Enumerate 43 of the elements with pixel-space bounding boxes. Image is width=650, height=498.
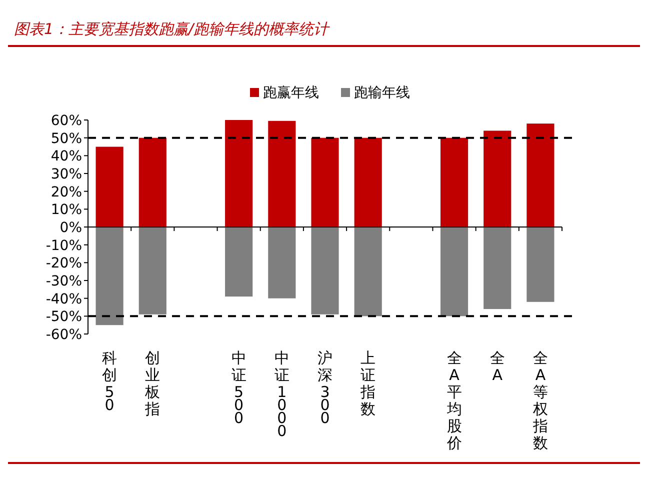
bar bbox=[484, 130, 512, 227]
y-tick-label: 10% bbox=[50, 202, 82, 218]
bar bbox=[526, 124, 554, 227]
x-tick-label: 科创50 bbox=[102, 349, 118, 414]
y-tick-label: -40% bbox=[46, 291, 82, 308]
x-tick-label: 上证指数 bbox=[360, 349, 376, 418]
x-tick-label: 创业板指 bbox=[144, 349, 160, 418]
y-tick-label: -20% bbox=[46, 256, 82, 272]
y-tick-label: 20% bbox=[50, 184, 82, 200]
bar bbox=[311, 227, 339, 314]
bar bbox=[354, 138, 382, 227]
x-tick-label: 全A平均股价 bbox=[446, 349, 462, 452]
bar bbox=[96, 146, 124, 227]
y-tick-label: 50% bbox=[50, 130, 82, 147]
bar bbox=[526, 227, 554, 302]
bar bbox=[440, 227, 468, 316]
y-tick-label: -30% bbox=[46, 274, 82, 290]
y-tick-label: -50% bbox=[46, 309, 82, 326]
y-tick-label: 0% bbox=[60, 220, 82, 236]
bar bbox=[354, 227, 382, 316]
bar bbox=[311, 138, 339, 227]
y-tick-label: -10% bbox=[46, 238, 82, 254]
bar bbox=[138, 138, 166, 227]
legend-label: 跑赢年线 bbox=[263, 85, 319, 101]
bar bbox=[268, 227, 296, 298]
y-tick-label: 30% bbox=[50, 166, 82, 182]
x-tick-label: 全A bbox=[490, 349, 505, 384]
bar bbox=[96, 227, 124, 326]
bar bbox=[225, 227, 253, 297]
x-tick-label: 全A等权指数 bbox=[532, 349, 548, 452]
y-tick-label: 60% bbox=[50, 113, 82, 129]
bar bbox=[225, 120, 253, 227]
bar bbox=[138, 227, 166, 314]
legend-label: 跑输年线 bbox=[354, 85, 410, 101]
x-tick-label: 中证1000 bbox=[274, 349, 290, 440]
x-tick-label: 中证500 bbox=[231, 349, 246, 427]
bar bbox=[440, 138, 468, 227]
bar bbox=[268, 120, 296, 227]
y-tick-label: 40% bbox=[50, 148, 82, 165]
bar bbox=[484, 227, 512, 310]
y-tick-label: -60% bbox=[46, 327, 82, 343]
x-tick-label: 沪深300 bbox=[318, 349, 332, 427]
title: 图表1：主要宽基指数跑赢/跑输年线的概率统计 bbox=[14, 20, 329, 38]
